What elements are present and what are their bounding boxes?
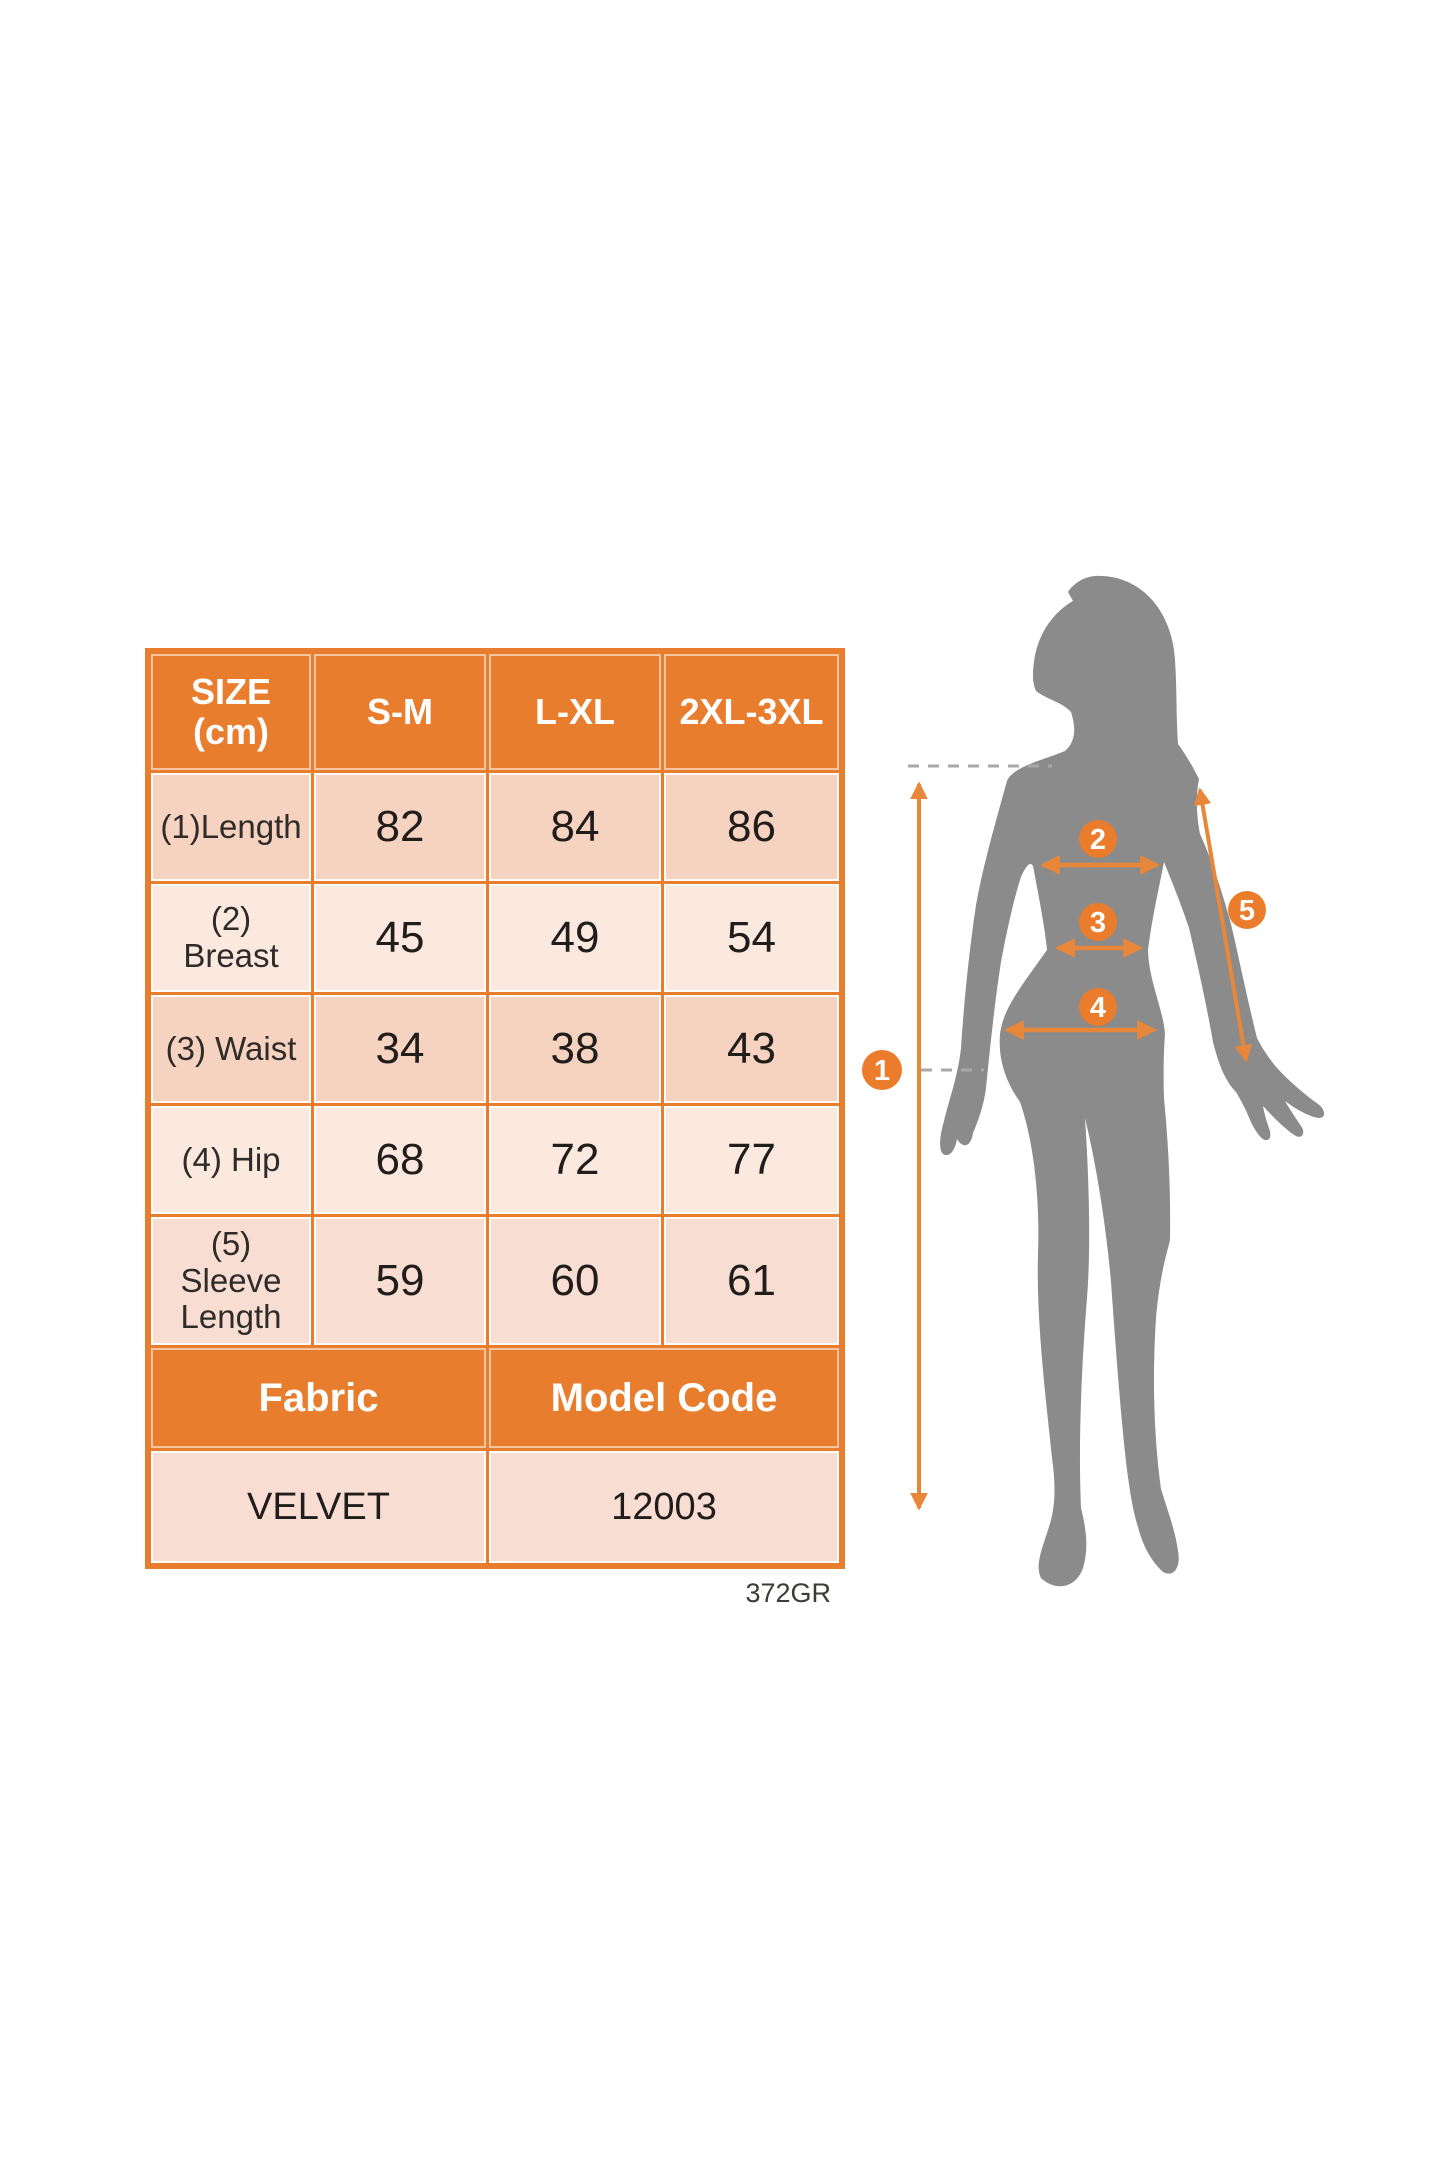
value-sleeve-sm: 59 xyxy=(314,1217,486,1345)
value-length-2xl3xl: 86 xyxy=(664,773,839,881)
sleeve-arrow xyxy=(1193,787,1253,1063)
marker-circle-1: 1 xyxy=(862,1050,902,1090)
value-breast-lxl: 49 xyxy=(489,884,661,992)
value-waist-lxl: 38 xyxy=(489,995,661,1103)
value-breast-sm: 45 xyxy=(314,884,486,992)
marker-circle-2: 2 xyxy=(1079,820,1117,858)
marker-circle-4: 4 xyxy=(1079,988,1117,1026)
value-length-lxl: 84 xyxy=(489,773,661,881)
row-label-hip: (4) Hip xyxy=(151,1106,311,1214)
value-length-sm: 82 xyxy=(314,773,486,881)
value-waist-sm: 34 xyxy=(314,995,486,1103)
svg-text:1: 1 xyxy=(874,1055,890,1087)
svg-text:3: 3 xyxy=(1090,907,1106,939)
value-breast-2xl3xl: 54 xyxy=(664,884,839,992)
size-chart-table: SIZE (cm) S-M L-XL 2XL-3XL (1)Length 82 … xyxy=(145,648,845,1569)
row-label-length: (1)Length xyxy=(151,773,311,881)
corner-header-size-cm: SIZE (cm) xyxy=(151,654,311,770)
value-hip-lxl: 72 xyxy=(489,1106,661,1214)
value-sleeve-2xl3xl: 61 xyxy=(664,1217,839,1345)
marker-circle-5: 5 xyxy=(1228,891,1266,929)
row-label-breast: (2) Breast xyxy=(151,884,311,992)
marker-circle-3: 3 xyxy=(1079,903,1117,941)
model-code-header-cell: Model Code xyxy=(489,1348,839,1448)
svg-text:4: 4 xyxy=(1090,992,1106,1024)
model-code-value-cell: 12003 xyxy=(489,1451,839,1563)
value-waist-2xl3xl: 43 xyxy=(664,995,839,1103)
svg-text:5: 5 xyxy=(1239,895,1255,927)
svg-text:2: 2 xyxy=(1090,824,1106,856)
fabric-header-cell: Fabric xyxy=(151,1348,486,1448)
column-header-2xl-3xl: 2XL-3XL xyxy=(664,654,839,770)
fabric-value-cell: VELVET xyxy=(151,1451,486,1563)
value-hip-sm: 68 xyxy=(314,1106,486,1214)
row-label-waist: (3) Waist xyxy=(151,995,311,1103)
product-code-note: 372GR xyxy=(745,1578,831,1608)
value-hip-2xl3xl: 77 xyxy=(664,1106,839,1214)
column-header-l-xl: L-XL xyxy=(489,654,661,770)
female-body-silhouette xyxy=(940,575,1325,1587)
row-label-sleeve-length: (5) Sleeve Length xyxy=(151,1217,311,1345)
column-header-s-m: S-M xyxy=(314,654,486,770)
value-sleeve-lxl: 60 xyxy=(489,1217,661,1345)
